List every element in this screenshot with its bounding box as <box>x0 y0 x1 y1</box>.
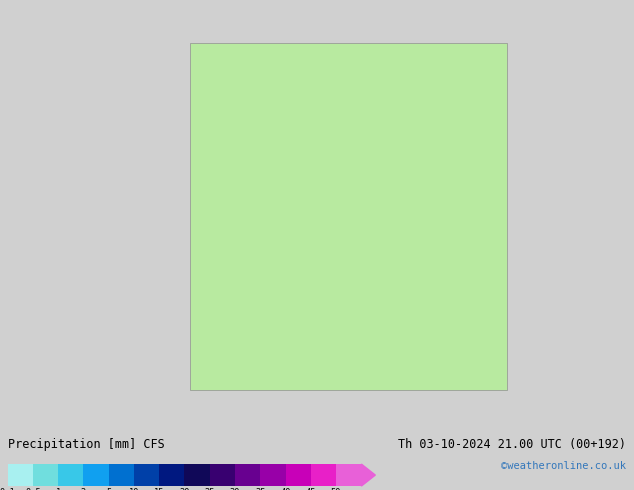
FancyBboxPatch shape <box>58 464 84 486</box>
Text: Th 03-10-2024 21.00 UTC (00+192): Th 03-10-2024 21.00 UTC (00+192) <box>398 438 626 451</box>
Text: Precipitation [mm] CFS: Precipitation [mm] CFS <box>8 438 164 451</box>
FancyBboxPatch shape <box>8 464 33 486</box>
Text: 50: 50 <box>331 489 341 490</box>
Text: 30: 30 <box>230 489 240 490</box>
Text: 1: 1 <box>56 489 61 490</box>
Text: 40: 40 <box>280 489 291 490</box>
FancyBboxPatch shape <box>336 464 361 486</box>
FancyBboxPatch shape <box>159 464 184 486</box>
Text: 15: 15 <box>154 489 164 490</box>
FancyBboxPatch shape <box>134 464 159 486</box>
Text: 25: 25 <box>205 489 215 490</box>
Text: 45: 45 <box>306 489 316 490</box>
FancyBboxPatch shape <box>210 464 235 486</box>
Text: 5: 5 <box>106 489 112 490</box>
Text: 10: 10 <box>129 489 139 490</box>
Text: ©weatheronline.co.uk: ©weatheronline.co.uk <box>501 461 626 471</box>
FancyBboxPatch shape <box>311 464 336 486</box>
Text: 20: 20 <box>179 489 190 490</box>
FancyBboxPatch shape <box>235 464 261 486</box>
Text: 0.1: 0.1 <box>0 489 15 490</box>
Polygon shape <box>361 464 375 486</box>
Bar <box>190 43 507 390</box>
FancyBboxPatch shape <box>84 464 108 486</box>
FancyBboxPatch shape <box>108 464 134 486</box>
FancyBboxPatch shape <box>285 464 311 486</box>
FancyBboxPatch shape <box>184 464 210 486</box>
Text: 2: 2 <box>81 489 86 490</box>
FancyBboxPatch shape <box>33 464 58 486</box>
FancyBboxPatch shape <box>261 464 285 486</box>
Text: 35: 35 <box>255 489 266 490</box>
Text: 0.5: 0.5 <box>25 489 41 490</box>
